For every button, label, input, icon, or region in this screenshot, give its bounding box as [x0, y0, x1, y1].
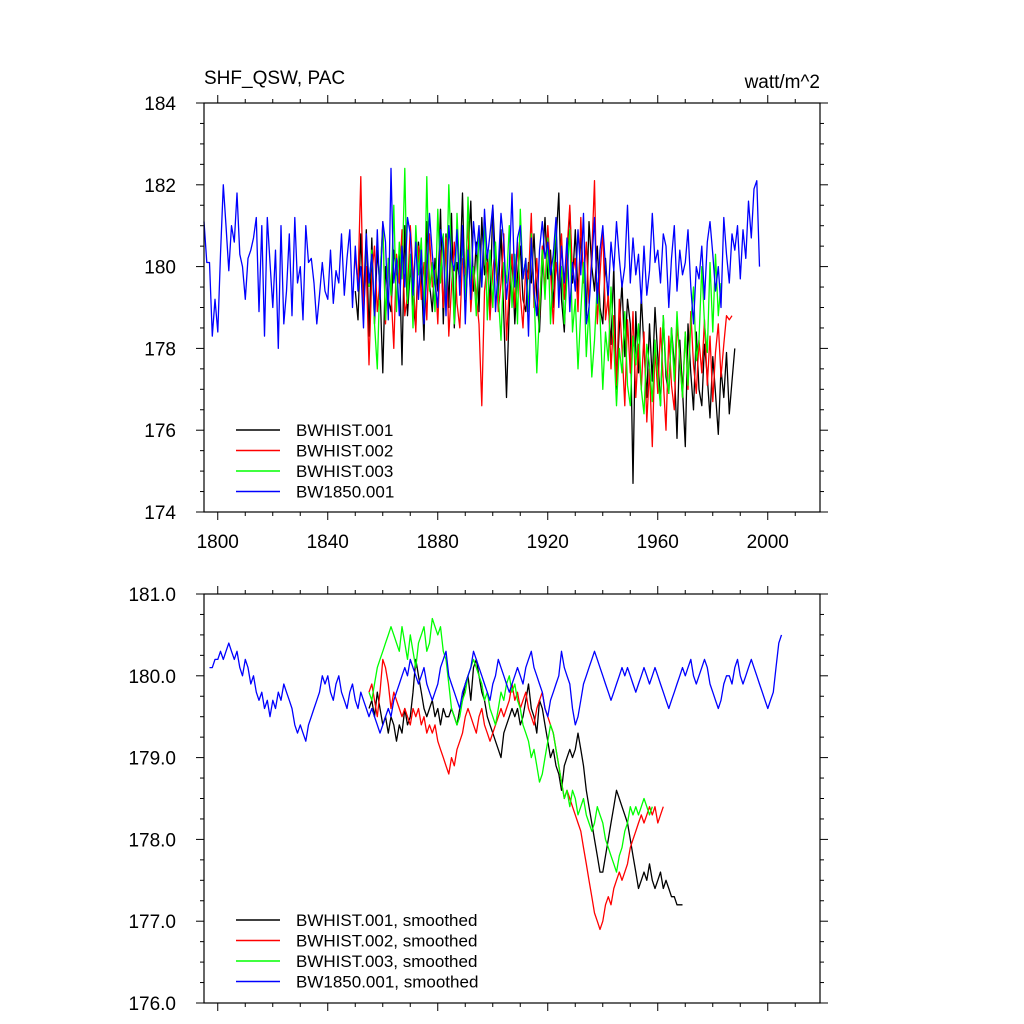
y-tick-label: 176.0: [128, 994, 176, 1015]
x-tick-label: 1840: [307, 532, 349, 553]
legend-label: BWHIST.001: [296, 421, 393, 440]
series-line-4: [209, 634, 783, 742]
bottom-panel: 176.0 177.0 178.0 179.0 180.0 181.0 BWHIST.001…: [128, 585, 828, 1015]
legend-label: BWHIST.002: [296, 442, 393, 461]
y-tick-label: 178: [144, 339, 176, 360]
x-tick-label: 2000: [747, 532, 789, 553]
legend-label: BWHIST.003: [296, 462, 393, 481]
series-line-1: [368, 658, 683, 906]
y-tick-label: 181.0: [128, 585, 176, 606]
y-tick-label: 182: [144, 176, 176, 197]
y-tick-label: 179.0: [128, 749, 176, 770]
y-tick-label: 174: [144, 503, 176, 524]
x-tick-label: 1800: [197, 532, 239, 553]
legend-label: BW1850.001: [296, 483, 394, 502]
units-label: watt/m^2: [744, 72, 820, 93]
x-tick-label: 1880: [417, 532, 459, 553]
y-tick-label: 180: [144, 258, 176, 279]
chart-title: SHF_QSW, PAC: [204, 68, 345, 89]
series-line-3: [368, 617, 653, 873]
legend-label: BW1850.001, smoothed: [296, 973, 478, 992]
y-tick-label: 180.0: [128, 667, 176, 688]
top-panel: 1800 1840 1880 1920 1960 2000 174 176 178 180 182 1…: [144, 94, 828, 553]
series-line-4: [203, 167, 761, 350]
series-line-2: [368, 658, 664, 931]
y-tick-label: 178.0: [128, 830, 176, 851]
y-tick-label: 184: [144, 94, 176, 115]
x-tick-label: 1920: [527, 532, 569, 553]
legend-label: BWHIST.001, smoothed: [296, 911, 477, 930]
y-tick-label: 177.0: [128, 912, 176, 933]
x-tick-label: 1960: [637, 532, 679, 553]
legend-label: BWHIST.003, smoothed: [296, 952, 477, 971]
legend-label: BWHIST.002, smoothed: [296, 932, 477, 951]
series-line-3: [368, 167, 722, 415]
y-tick-label: 176: [144, 421, 176, 442]
